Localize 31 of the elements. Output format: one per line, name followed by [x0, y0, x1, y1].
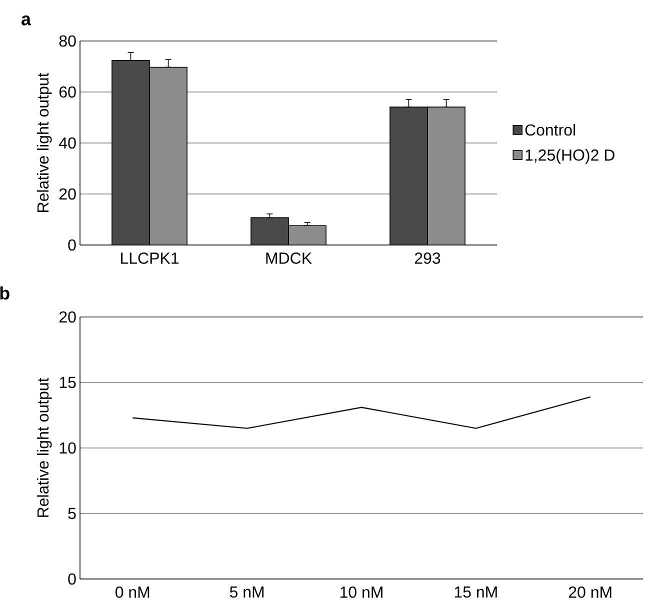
y-axis-title: Relative light output [36, 72, 52, 212]
line-series [132, 396, 591, 429]
bar [427, 106, 466, 245]
y-tick-label: 40 [59, 137, 76, 149]
chart-title: a [22, 15, 32, 26]
x-tick-label: 0 nM [115, 586, 150, 598]
bar [250, 218, 289, 245]
x-tick-label: 5 nM [230, 586, 264, 598]
y-tick-label: 5 [68, 508, 76, 520]
legend-label: 1,25(HO)2 D [526, 148, 614, 164]
y-tick-label: 20 [59, 188, 76, 200]
x-tick-label: 15 nM [454, 586, 497, 598]
x-tick-label: 293 [414, 252, 440, 264]
x-tick-label: LLCPK1 [121, 252, 179, 264]
chart-title: b [0, 286, 10, 300]
bar [150, 67, 188, 245]
y-tick-label: 80 [59, 35, 76, 47]
x-tick-label: 20 nM [568, 586, 612, 598]
legend-label: Control [525, 124, 576, 136]
bar [288, 226, 326, 245]
x-tick-label: MDCK [266, 252, 312, 264]
y-tick-label: 10 [60, 442, 76, 454]
bar [112, 60, 150, 245]
bar [390, 106, 428, 245]
y-tick-label: 20 [59, 311, 76, 323]
y-tick-label: 60 [59, 86, 76, 98]
y-tick-label: 15 [60, 376, 76, 388]
x-tick-label: 10 nM [340, 586, 382, 598]
y-axis-title: Relative light output [36, 378, 52, 517]
y-tick-label: 0 [68, 573, 76, 585]
y-tick-label: 0 [68, 239, 76, 251]
